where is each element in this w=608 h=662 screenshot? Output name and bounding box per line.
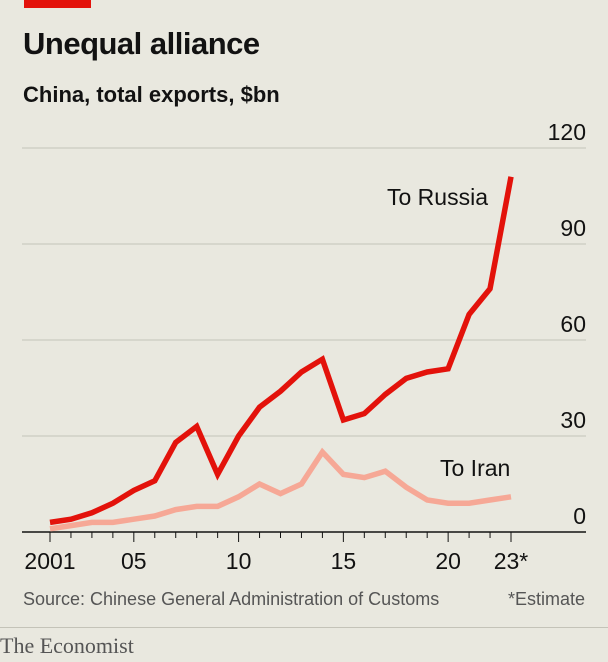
series-line-to-russia <box>49 176 514 526</box>
source-note: Source: Chinese General Administration o… <box>23 589 440 609</box>
series-line-to-iran <box>49 447 512 532</box>
x-tick-label: 10 <box>226 548 252 574</box>
estimate-footnote: *Estimate <box>507 589 585 609</box>
x-tick-label: 15 <box>331 548 357 574</box>
x-tick-label: 05 <box>121 548 147 574</box>
brand-name: The Economist <box>0 633 134 658</box>
x-tick-label: 20 <box>435 548 461 574</box>
series-label: To Russia <box>387 184 488 210</box>
x-tick-label: 23* <box>494 548 529 574</box>
x-tick-label: 2001 <box>24 548 75 574</box>
y-tick-label: 60 <box>560 311 586 337</box>
series-label: To Iran <box>440 455 510 481</box>
footer-divider <box>0 627 608 628</box>
y-tick-label: 30 <box>560 407 586 433</box>
y-tick-label: 90 <box>560 215 586 241</box>
chart-subtitle: China, total exports, $bn <box>23 82 280 107</box>
chart: 0 30 60 90 120 2001 05 10 15 20 23* To Russia To Ira… <box>22 119 586 574</box>
y-tick-label: 120 <box>548 119 586 145</box>
chart-title: Unequal alliance <box>23 26 260 61</box>
brand-accent-bar <box>24 0 91 8</box>
y-tick-label: 0 <box>573 503 586 529</box>
